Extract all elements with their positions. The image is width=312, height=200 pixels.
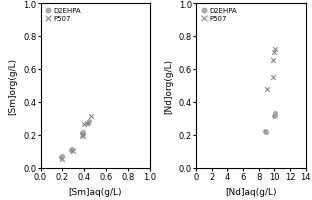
P507	[271, 76, 275, 79]
D2EHPA	[81, 130, 86, 134]
D2EHPA	[273, 112, 278, 115]
Legend: D2EHPA, P507: D2EHPA, P507	[200, 7, 238, 22]
X-axis label: [Nd]aq(g/L): [Nd]aq(g/L)	[225, 187, 277, 196]
D2EHPA	[272, 114, 277, 117]
Y-axis label: [Nd]org(g/L): [Nd]org(g/L)	[164, 59, 173, 113]
P507	[60, 157, 65, 161]
P507	[272, 52, 277, 55]
X-axis label: [Sm]aq(g/L): [Sm]aq(g/L)	[69, 187, 122, 196]
D2EHPA	[272, 115, 277, 118]
P507	[265, 88, 270, 91]
D2EHPA	[264, 131, 269, 134]
D2EHPA	[69, 148, 74, 152]
P507	[84, 122, 89, 125]
Legend: D2EHPA, P507: D2EHPA, P507	[44, 7, 82, 22]
D2EHPA	[85, 122, 90, 125]
P507	[81, 134, 86, 138]
D2EHPA	[263, 130, 268, 133]
P507	[80, 134, 85, 137]
D2EHPA	[86, 120, 91, 123]
D2EHPA	[70, 148, 75, 151]
Y-axis label: [Sm]org(g/L): [Sm]org(g/L)	[9, 58, 17, 114]
P507	[271, 59, 276, 62]
D2EHPA	[80, 132, 85, 135]
P507	[89, 115, 94, 118]
P507	[272, 48, 277, 52]
P507	[71, 150, 76, 153]
D2EHPA	[59, 156, 64, 159]
P507	[82, 123, 87, 126]
D2EHPA	[60, 155, 65, 158]
